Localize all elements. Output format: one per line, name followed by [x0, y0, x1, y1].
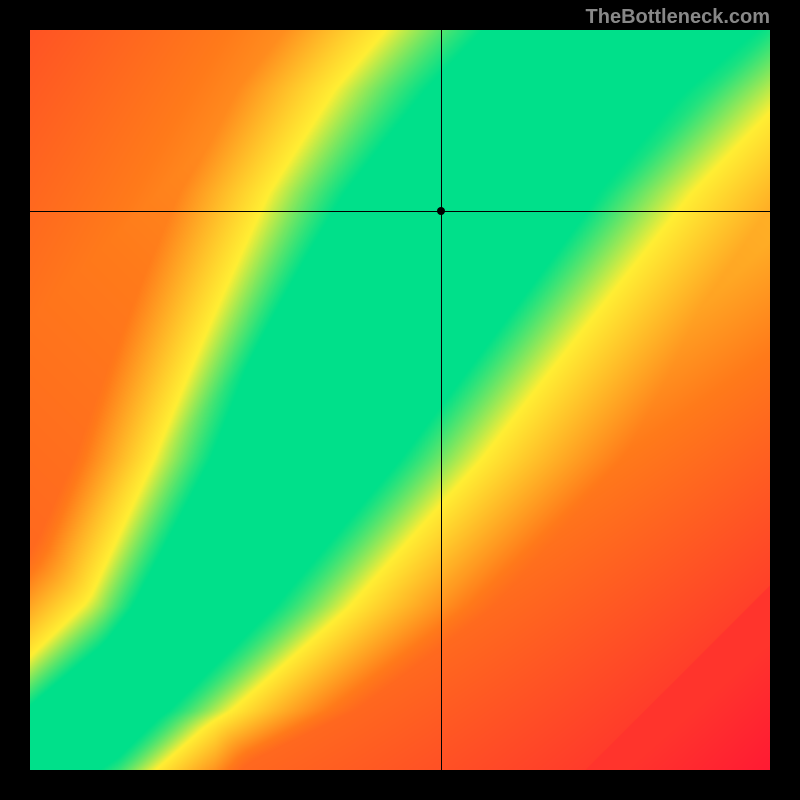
marker-dot: [437, 207, 445, 215]
plot-area: [30, 30, 770, 770]
heatmap-canvas: [30, 30, 770, 770]
crosshair-horizontal: [30, 211, 770, 212]
watermark-text: TheBottleneck.com: [586, 6, 770, 29]
chart-container: TheBottleneck.com: [0, 0, 800, 800]
crosshair-vertical: [441, 30, 442, 770]
